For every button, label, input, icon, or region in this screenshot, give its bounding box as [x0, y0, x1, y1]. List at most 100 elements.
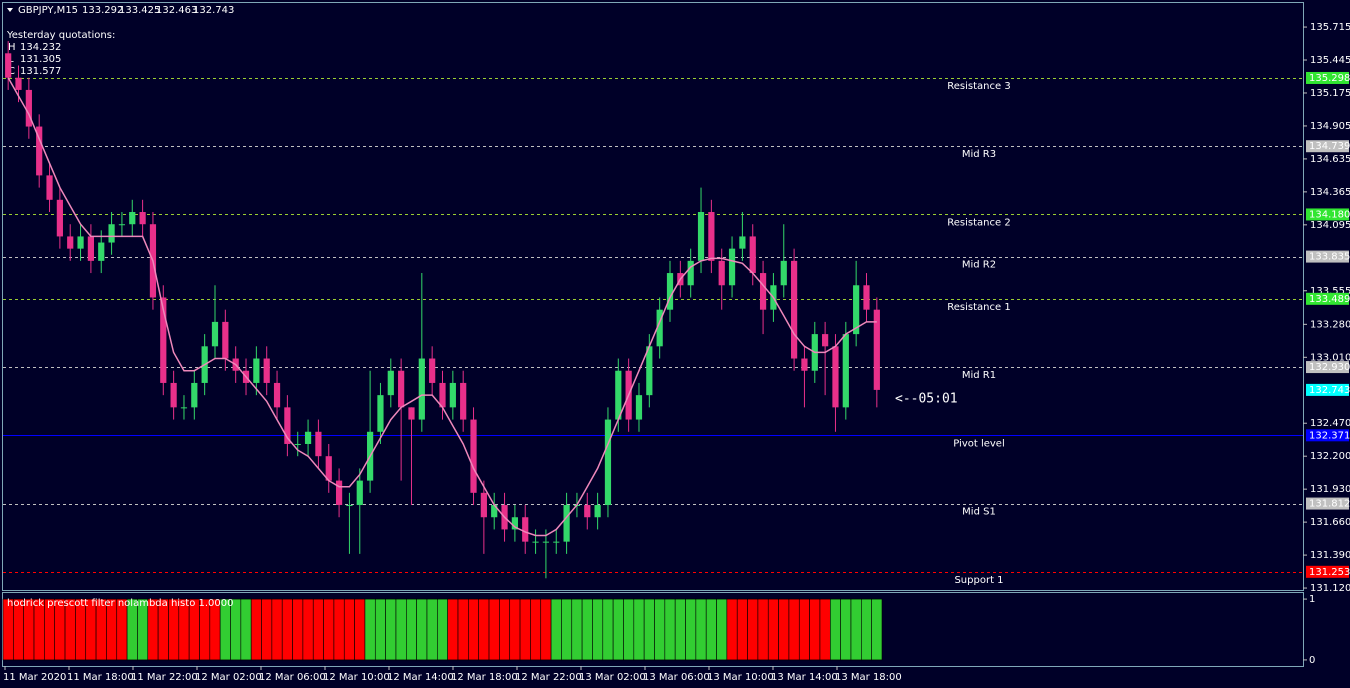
- candle-body: [46, 175, 53, 200]
- histo-bar: [581, 598, 593, 661]
- candle-body: [708, 212, 715, 261]
- candle-body: [222, 321, 229, 359]
- histo-bar: [612, 598, 624, 661]
- candle-body: [25, 89, 32, 127]
- y-tick-label: 133.280: [1310, 319, 1350, 330]
- indicator-frame: [2, 592, 1304, 667]
- candle-body: [398, 370, 405, 408]
- histo-bar: [292, 598, 304, 661]
- histo-bar: [643, 598, 655, 661]
- level-name: Mid S1: [962, 507, 996, 518]
- candle-body: [604, 419, 612, 506]
- histo-bar: [654, 598, 666, 661]
- price-tag: [1306, 497, 1349, 510]
- candle-body: [284, 407, 291, 444]
- x-tick-label: 13 Mar 14:00: [771, 672, 838, 683]
- candle-body: [790, 260, 798, 359]
- candle-body: [98, 242, 105, 261]
- menu-arrow[interactable]: [7, 8, 13, 12]
- candle-body: [346, 505, 353, 507]
- candle-body: [294, 443, 301, 445]
- candle-body: [263, 358, 270, 383]
- histo-bar: [354, 598, 366, 661]
- quote-value: 133.292: [82, 5, 123, 16]
- price-tag-label: 132.930: [1309, 362, 1350, 373]
- histo-bar: [250, 598, 262, 661]
- histo-bar: [519, 598, 531, 661]
- histo-bar: [674, 598, 686, 661]
- bid-tag: [1306, 383, 1349, 396]
- histo-bar: [695, 598, 707, 661]
- histo-bar: [261, 598, 273, 661]
- candle-body: [253, 358, 260, 383]
- histo-bar: [281, 598, 293, 661]
- ind-tick-label: 1: [1309, 594, 1315, 605]
- price-tag-label: 135.298: [1309, 73, 1350, 84]
- price-tag: [1306, 429, 1349, 442]
- level-name: Support 1: [954, 575, 1003, 586]
- level-name: Mid R2: [962, 260, 996, 271]
- candle-body: [429, 358, 436, 383]
- histo-bar: [447, 598, 459, 661]
- candle-body: [315, 431, 322, 457]
- candle-body: [718, 260, 725, 286]
- y-tick-label: 135.175: [1310, 88, 1350, 99]
- candle-body: [873, 309, 880, 390]
- ind-tick-label: 0: [1309, 655, 1315, 666]
- main-frame: [2, 2, 1304, 591]
- candle-body: [563, 505, 570, 542]
- candle-body: [832, 346, 839, 408]
- histo-bar: [364, 598, 376, 661]
- histo-bar: [323, 598, 335, 661]
- candle-body: [728, 248, 736, 286]
- candle-body: [377, 395, 384, 432]
- histo-bar: [333, 598, 345, 661]
- histo-bar: [861, 598, 872, 661]
- candle-body: [191, 382, 198, 408]
- level-name: Resistance 1: [947, 302, 1010, 313]
- candle-body: [304, 431, 312, 444]
- price-tag: [1306, 565, 1349, 578]
- yesterday-label: C: [8, 66, 15, 77]
- histo-bar: [767, 598, 779, 661]
- histo-bar: [871, 598, 883, 661]
- y-tick-label: 131.390: [1310, 550, 1350, 561]
- histo-bar: [395, 598, 407, 661]
- candle-body: [584, 505, 591, 518]
- histo-bar: [385, 598, 397, 661]
- x-tick-label: 11 Mar 18:00: [67, 672, 134, 683]
- histo-bar: [716, 598, 728, 661]
- candle-body: [759, 273, 767, 310]
- level-name: Mid R3: [962, 149, 996, 160]
- histo-bar: [374, 598, 386, 661]
- price-tag-label: 131.812: [1309, 499, 1350, 510]
- level-name: Mid R1: [962, 370, 996, 381]
- price-tag-label: 133.835: [1309, 252, 1350, 263]
- level-name: Pivot level: [953, 438, 1005, 449]
- x-tick-label: 12 Mar 18:00: [451, 672, 518, 683]
- candle-body: [160, 297, 167, 383]
- histo-bar: [623, 598, 635, 661]
- y-tick-label: 132.470: [1310, 418, 1350, 429]
- x-tick-label: 13 Mar 18:00: [835, 672, 902, 683]
- candle-body: [449, 382, 456, 408]
- histo-bar: [406, 598, 417, 661]
- y-tick-label: 131.660: [1310, 517, 1350, 528]
- candle-body: [118, 224, 126, 226]
- x-tick-label: 13 Mar 10:00: [707, 672, 774, 683]
- y-tick-label: 132.200: [1310, 451, 1350, 462]
- hp-filter-line: [7, 77, 877, 537]
- yesterday-value: 131.577: [20, 66, 61, 77]
- candle-body: [56, 199, 63, 237]
- histo-bar: [468, 598, 479, 661]
- candle-body: [687, 260, 694, 286]
- indicator-title: hodrick prescott filter nolambda histo 1…: [7, 598, 233, 609]
- candle-body: [594, 505, 601, 518]
- x-tick-label: 12 Mar 02:00: [195, 672, 262, 683]
- histo-bar: [705, 598, 717, 661]
- histo-bar: [561, 598, 573, 661]
- price-tag: [1306, 71, 1349, 84]
- histo-bar: [736, 598, 748, 661]
